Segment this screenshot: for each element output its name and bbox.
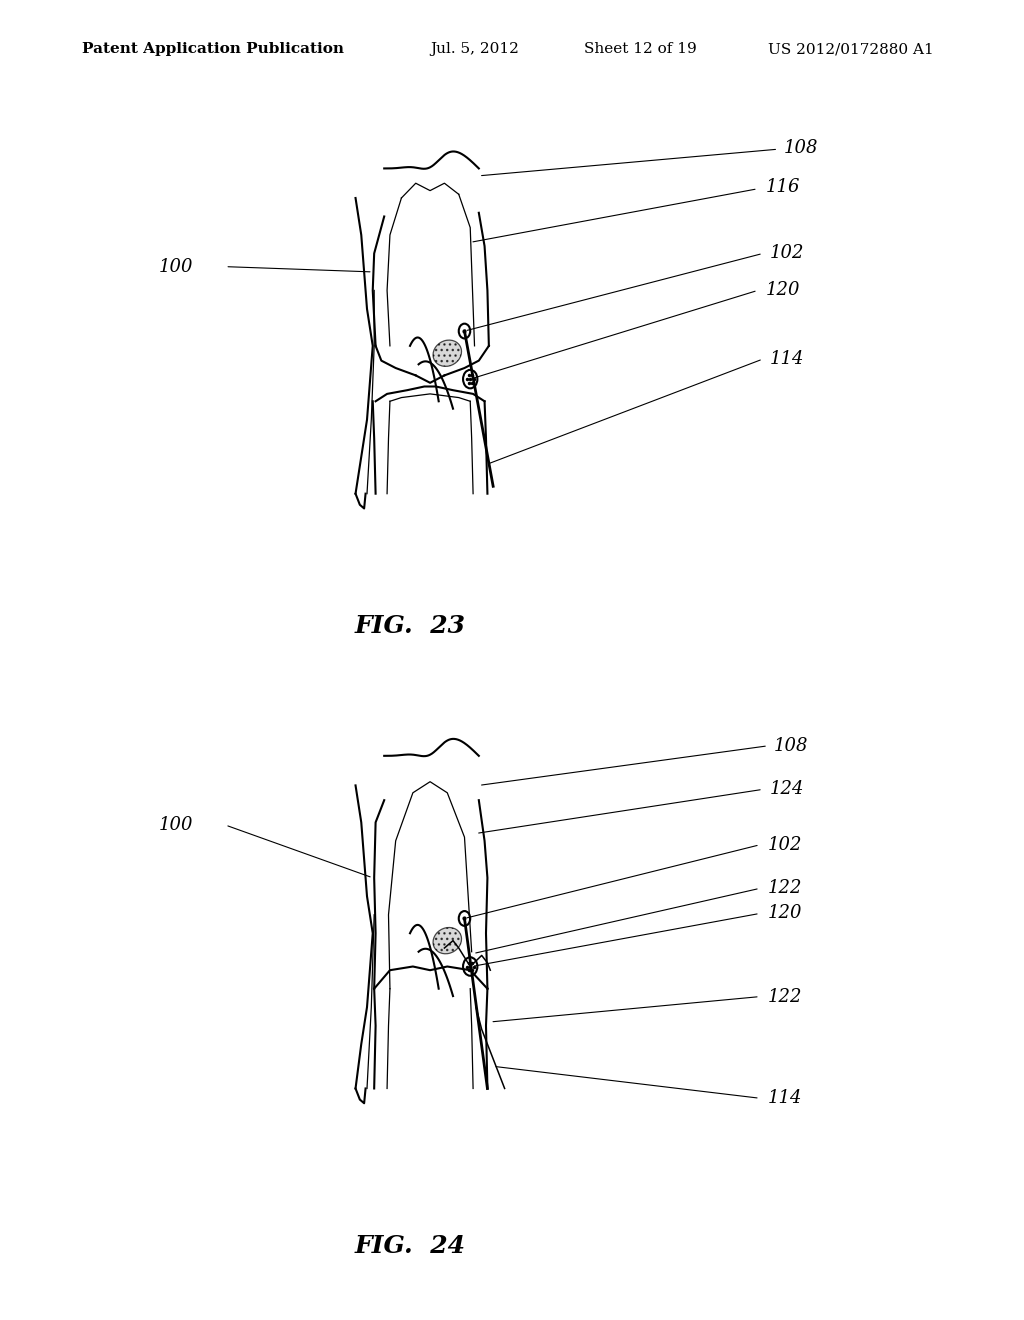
Text: US 2012/0172880 A1: US 2012/0172880 A1 [768,42,934,57]
Text: 102: 102 [768,836,803,854]
Circle shape [463,370,477,388]
Circle shape [459,911,470,925]
Text: 120: 120 [766,281,801,300]
Circle shape [459,323,470,338]
Text: 114: 114 [770,350,805,368]
Text: 124: 124 [770,780,805,799]
Text: 122: 122 [768,987,803,1006]
Text: Jul. 5, 2012: Jul. 5, 2012 [430,42,519,57]
Circle shape [463,957,477,975]
Text: Patent Application Publication: Patent Application Publication [82,42,344,57]
Ellipse shape [433,928,462,954]
Text: 120: 120 [768,904,803,923]
Text: 108: 108 [783,139,818,157]
Text: FIG.  24: FIG. 24 [354,1234,465,1258]
Text: 102: 102 [770,244,805,263]
Text: FIG.  23: FIG. 23 [354,614,465,638]
Text: 100: 100 [159,816,194,834]
Text: 122: 122 [768,879,803,898]
Text: 114: 114 [768,1089,803,1107]
Ellipse shape [433,341,462,367]
Text: Sheet 12 of 19: Sheet 12 of 19 [584,42,696,57]
Text: 108: 108 [774,737,809,755]
Text: 100: 100 [159,257,194,276]
Text: 116: 116 [766,178,801,197]
